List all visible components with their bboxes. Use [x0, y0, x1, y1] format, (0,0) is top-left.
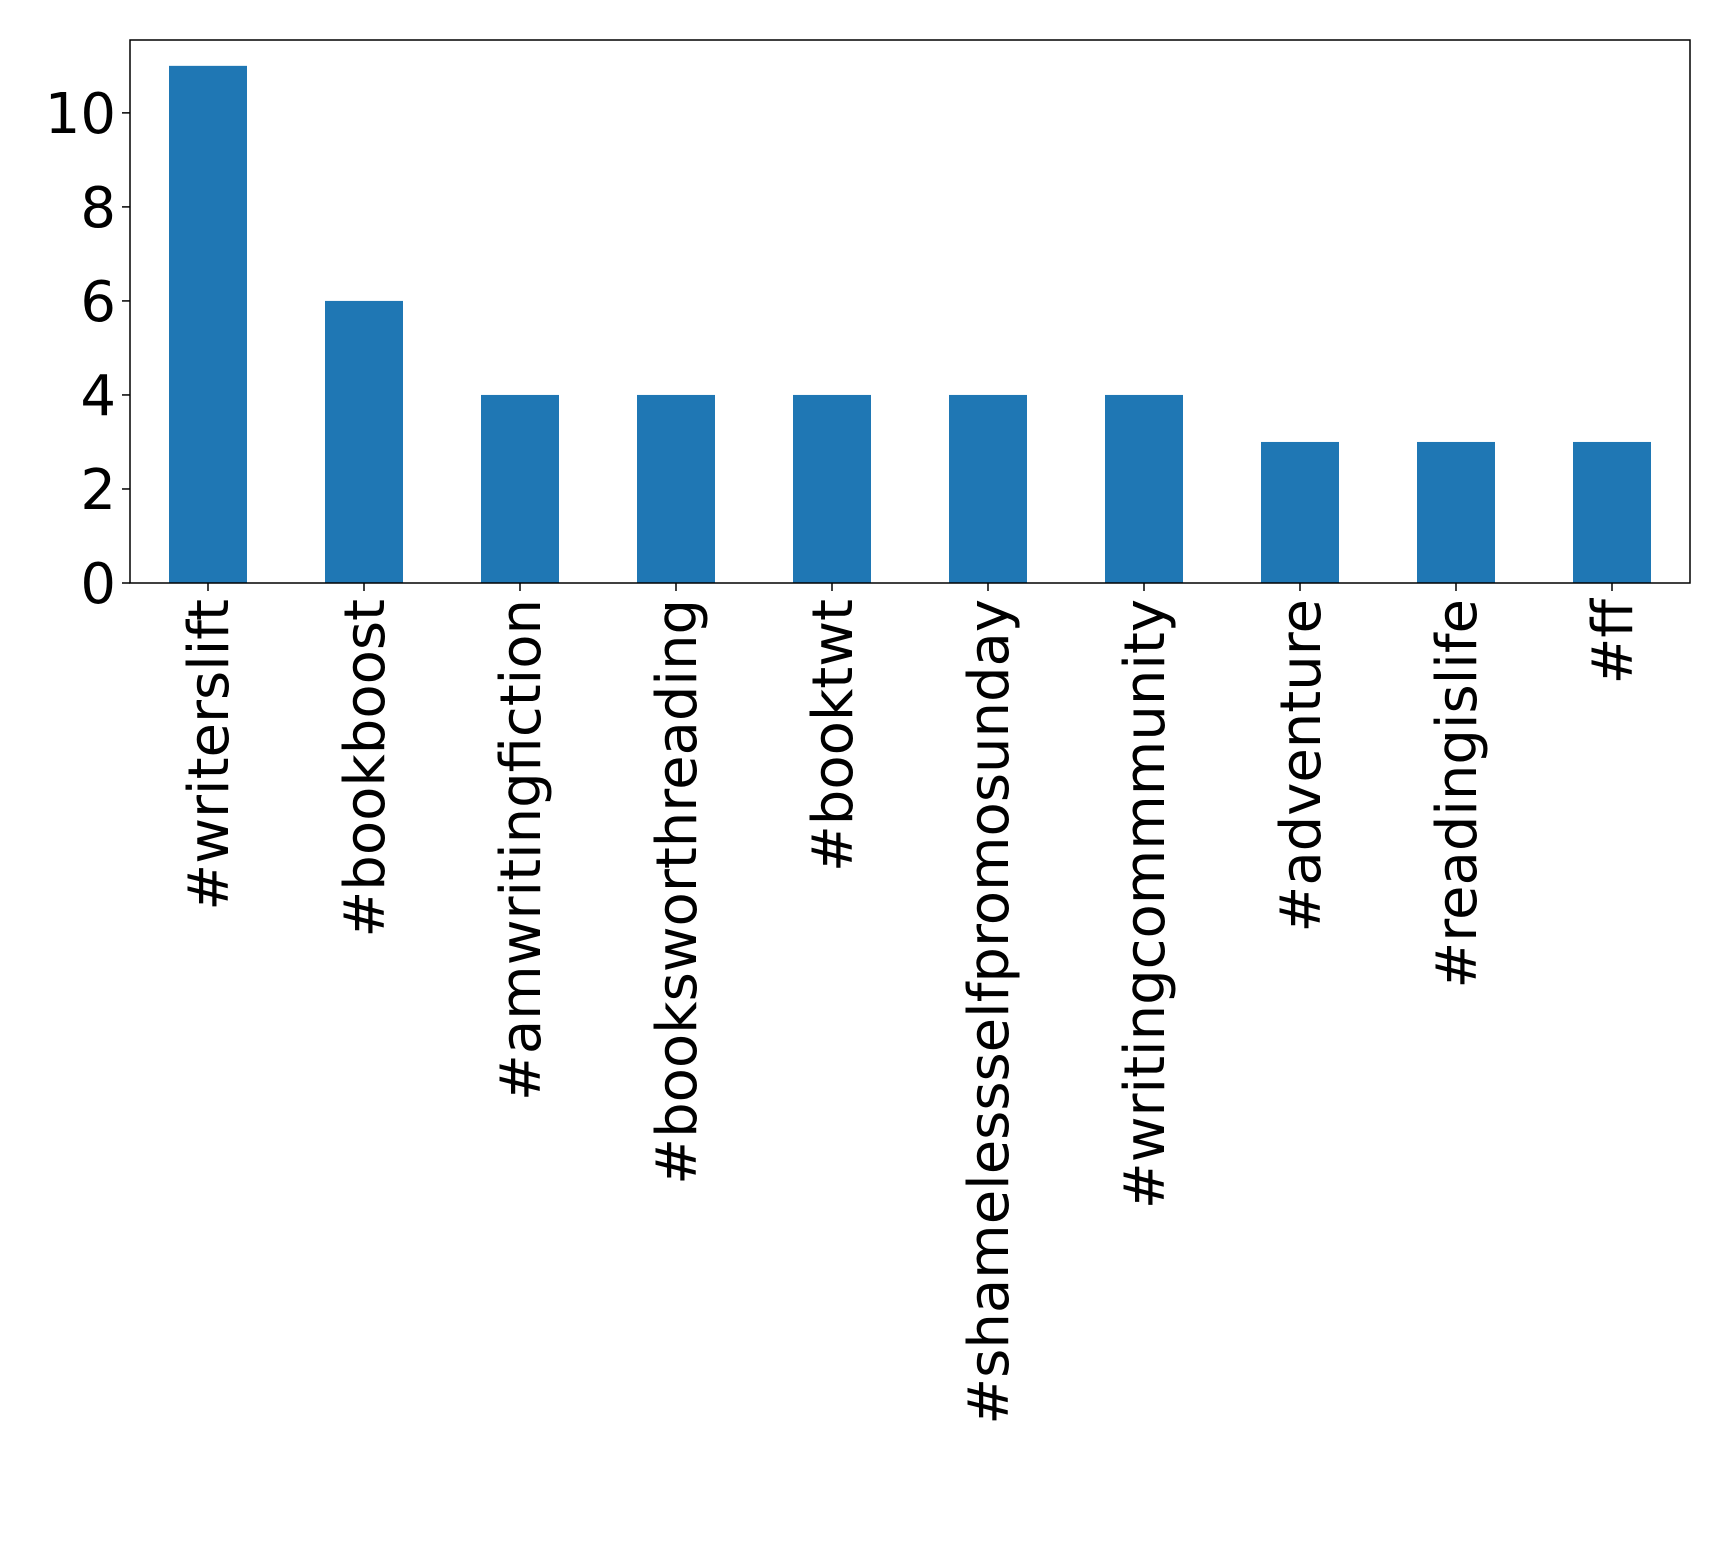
- x-tick-label: #shamelessselfpromosunday: [957, 599, 1022, 1425]
- bar-7: [1261, 441, 1339, 583]
- x-tick-label: #adventure: [1269, 599, 1334, 933]
- x-axis: #writerslift #bookboost #amwritingfiction #…: [177, 583, 1646, 1425]
- x-tick-label: #writingcommmunity: [1113, 599, 1178, 1209]
- y-tick-label: 6: [80, 270, 116, 335]
- bar-6: [1105, 394, 1183, 583]
- bar-4: [793, 394, 871, 583]
- y-axis: 0 2 4 6 8 10: [45, 82, 130, 617]
- bar-0: [169, 65, 247, 584]
- x-tick-label: #bookboost: [333, 599, 398, 938]
- bar-1: [325, 300, 403, 583]
- y-tick-label: 8: [80, 176, 116, 241]
- y-tick-label: 10: [45, 82, 116, 147]
- x-tick-label: #amwritingfiction: [489, 599, 554, 1101]
- bar-8: [1417, 441, 1495, 583]
- x-tick-label: #readingislife: [1425, 599, 1490, 989]
- bars-group: [169, 65, 1651, 584]
- y-tick-label: 0: [80, 552, 116, 617]
- y-tick-label: 2: [80, 458, 116, 523]
- bar-2: [481, 394, 559, 583]
- bar-9: [1573, 441, 1651, 583]
- x-tick-label: #ff: [1581, 598, 1646, 685]
- plot-frame: [129, 39, 1691, 584]
- x-tick-label: #booksworthreading: [645, 599, 710, 1185]
- bar-3: [637, 394, 715, 583]
- bar-5: [949, 394, 1027, 583]
- x-tick-label: #booktwt: [801, 599, 866, 872]
- y-tick-label: 4: [80, 364, 116, 429]
- x-tick-label: #writerslift: [177, 599, 242, 911]
